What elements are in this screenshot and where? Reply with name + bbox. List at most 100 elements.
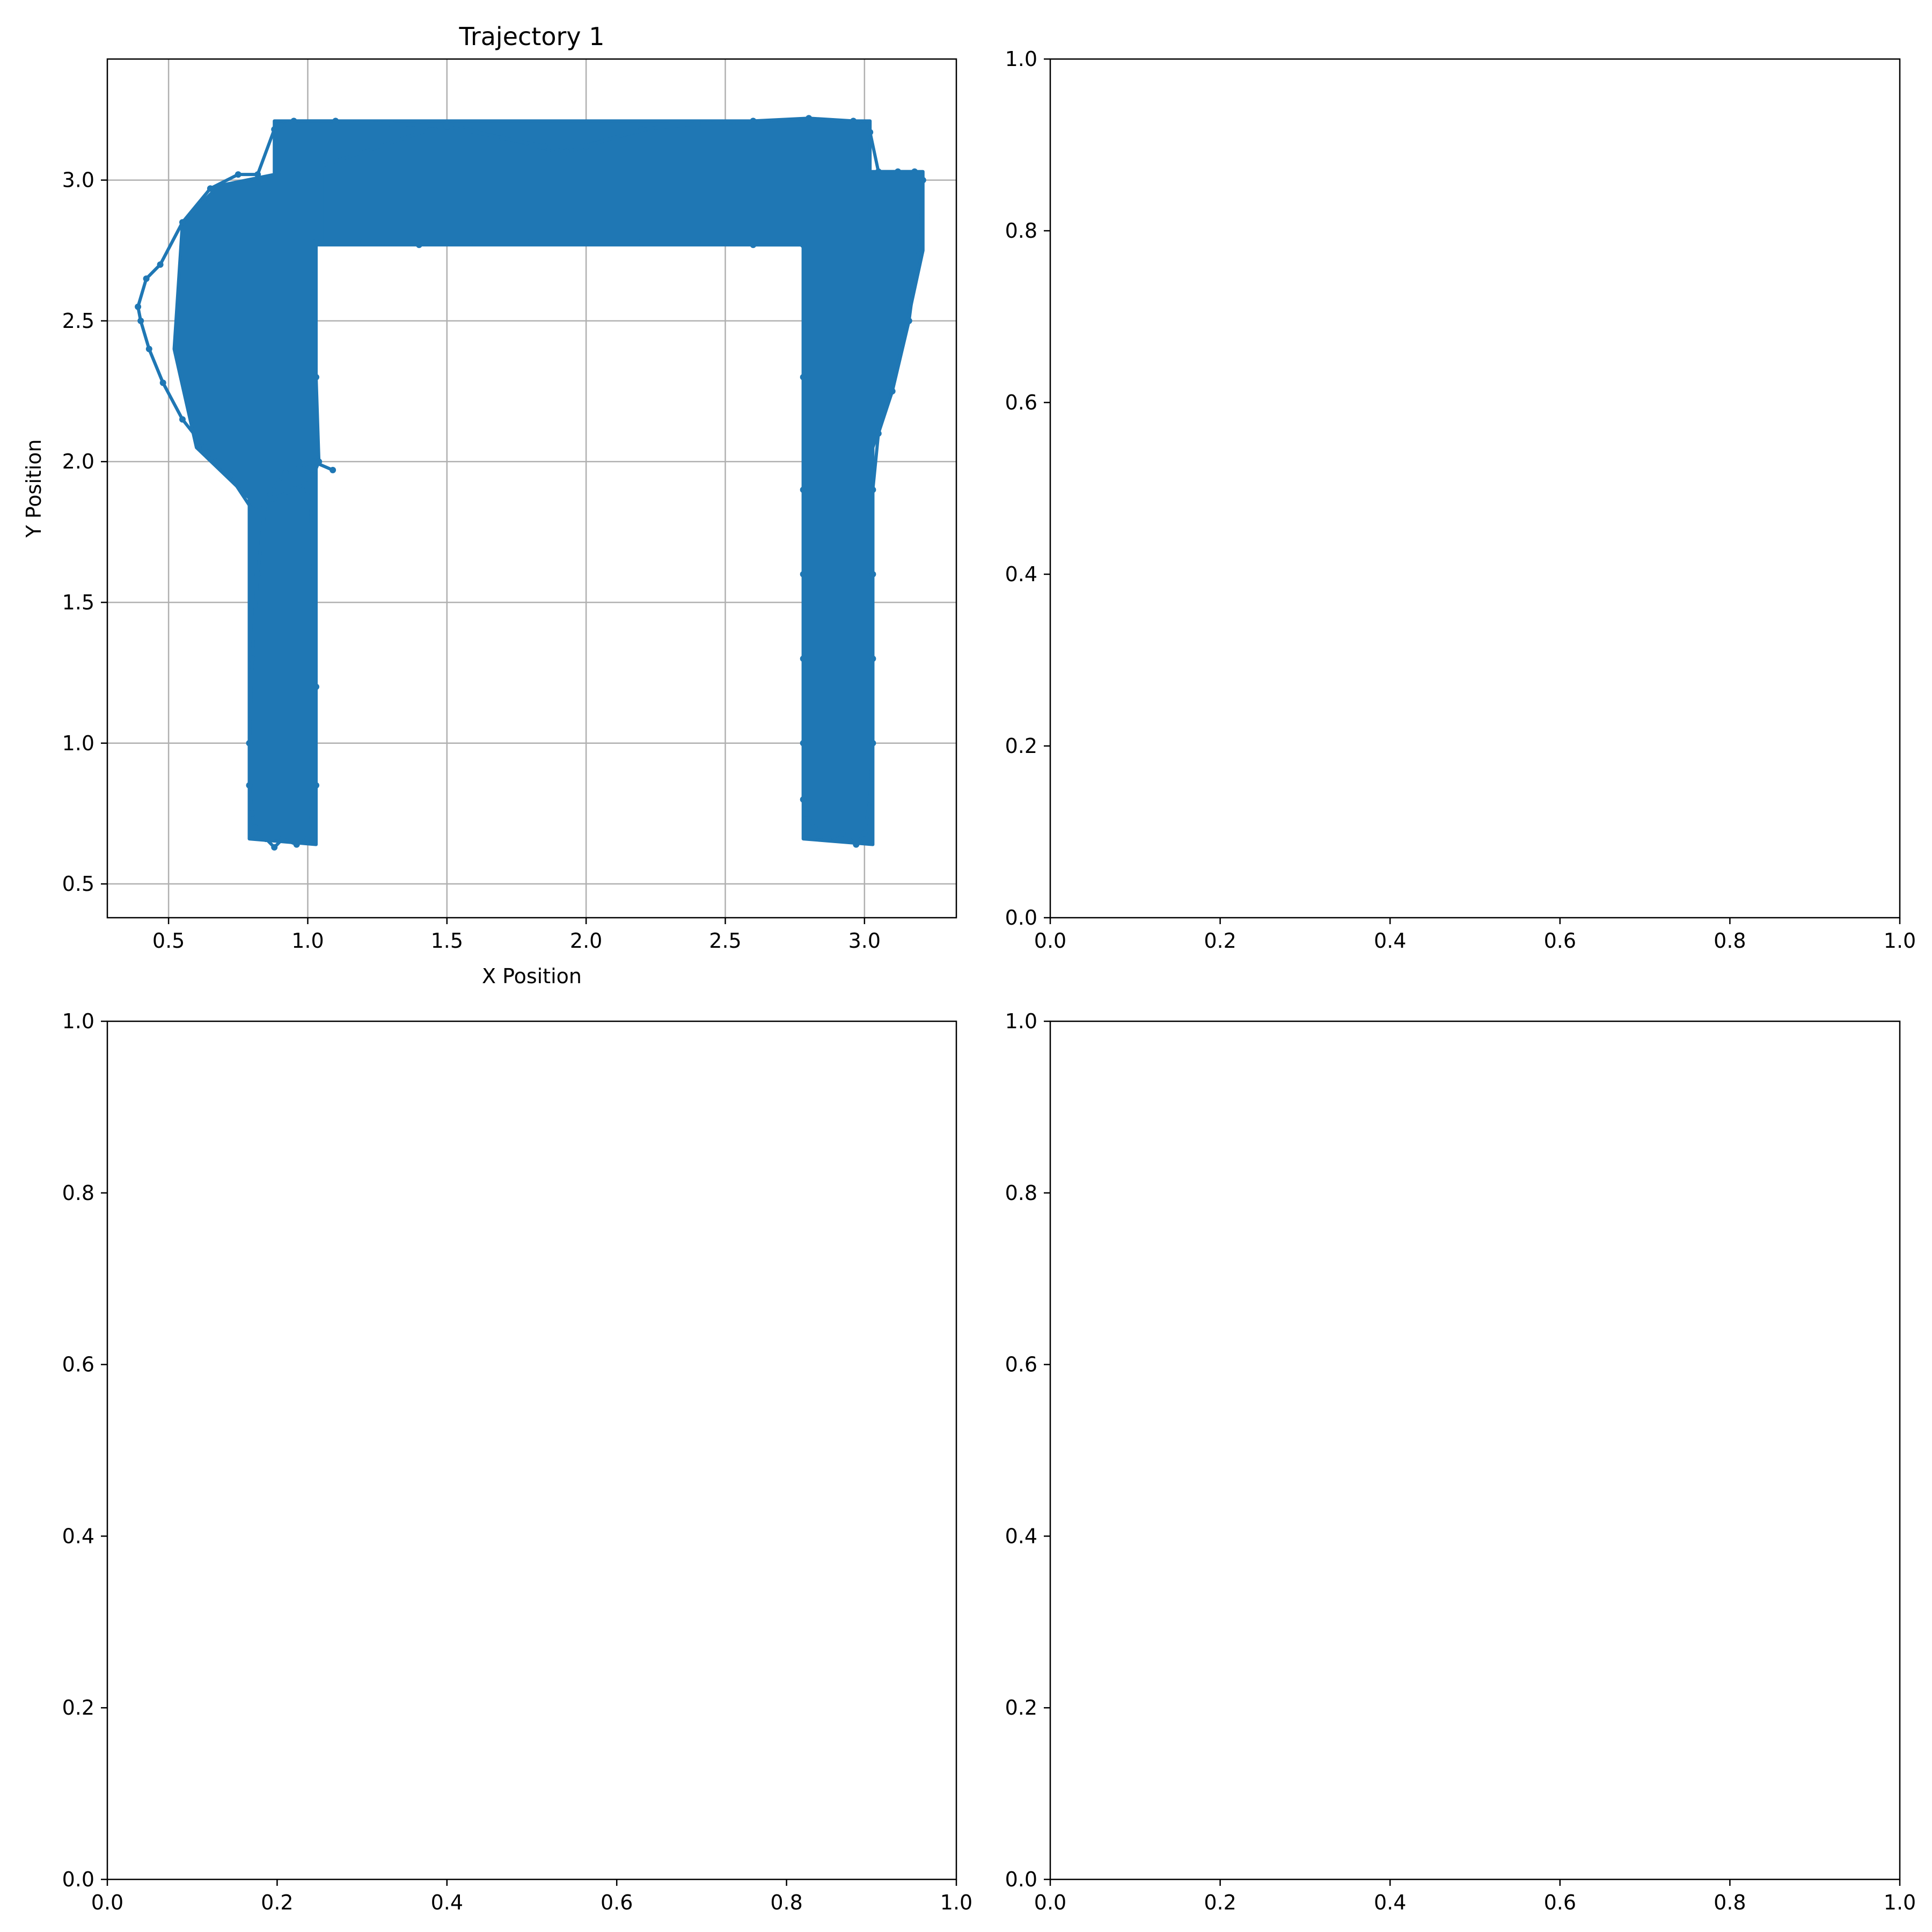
trajectory-point bbox=[527, 239, 534, 245]
x-axis-ticks: 0.0 0.2 0.4 0.6 0.8 1.0 bbox=[1034, 1879, 1916, 1914]
trajectory-point bbox=[310, 458, 317, 465]
trajectory-point bbox=[290, 118, 297, 125]
y-tick-label: 1.0 bbox=[1005, 1009, 1037, 1033]
x-axis-label: X Position bbox=[482, 964, 582, 988]
x-tick-label: 1.0 bbox=[1884, 1891, 1916, 1914]
y-axis-ticks: 0.0 0.2 0.4 0.6 0.8 1.0 bbox=[1005, 47, 1050, 930]
subplot-empty-bottom-left: 0.0 0.2 0.4 0.6 0.8 1.0 0.0 0.2 0.4 0.6 0.8 1.0 bbox=[62, 1009, 973, 1914]
x-tick-label: 0.0 bbox=[1034, 929, 1066, 953]
y-tick-label: 0.0 bbox=[1005, 906, 1037, 930]
trajectory-point bbox=[235, 171, 241, 178]
trajectory-point bbox=[869, 486, 876, 493]
series-trajectory bbox=[135, 115, 926, 851]
trajectory-point bbox=[332, 118, 339, 125]
trajectory-point bbox=[135, 303, 142, 310]
trajectory-point bbox=[800, 796, 807, 803]
trajectory-point bbox=[290, 486, 297, 493]
axes-frame bbox=[106, 1020, 957, 1880]
trajectory-point bbox=[254, 571, 261, 577]
x-tick-label: 0.8 bbox=[1714, 929, 1746, 953]
y-tick-label: 0.2 bbox=[1005, 734, 1037, 758]
y-tick-label: 0.5 bbox=[62, 872, 94, 896]
x-tick-label: 2.0 bbox=[570, 929, 602, 953]
y-tick-label: 0.6 bbox=[1005, 391, 1037, 414]
trajectory-point bbox=[388, 120, 395, 127]
y-tick-label: 0.8 bbox=[62, 1181, 94, 1205]
x-axis-ticks: 0.0 0.2 0.4 0.6 0.8 1.0 bbox=[91, 1879, 972, 1914]
trajectory-point bbox=[145, 346, 152, 353]
trajectory-point bbox=[875, 168, 882, 175]
trajectory-point bbox=[800, 486, 807, 493]
y-tick-label: 1.5 bbox=[62, 590, 94, 614]
x-tick-label: 0.4 bbox=[431, 1891, 463, 1914]
trajectory-point bbox=[179, 416, 186, 423]
x-tick-label: 0.2 bbox=[261, 1891, 293, 1914]
trajectory-point bbox=[800, 571, 807, 577]
trajectory-point bbox=[246, 782, 253, 789]
trajectory-point bbox=[875, 430, 882, 437]
y-tick-label: 3.0 bbox=[62, 169, 94, 192]
trajectory-point bbox=[895, 168, 902, 175]
y-tick-label: 0.8 bbox=[1005, 219, 1037, 243]
trajectory-point bbox=[583, 143, 590, 150]
trajectory-point bbox=[279, 836, 286, 843]
x-tick-label: 2.5 bbox=[709, 929, 741, 953]
trajectory-point bbox=[201, 444, 208, 451]
y-tick-label: 0.8 bbox=[1005, 1181, 1037, 1205]
trajectory-point bbox=[313, 782, 319, 789]
y-tick-label: 1.0 bbox=[62, 1009, 94, 1033]
x-tick-label: 0.2 bbox=[1204, 1891, 1236, 1914]
trajectory-point bbox=[541, 143, 548, 150]
trajectory-point bbox=[310, 289, 317, 296]
trajectory-point bbox=[271, 844, 278, 851]
trajectory-point bbox=[159, 379, 166, 386]
x-tick-label: 0.2 bbox=[1204, 929, 1236, 953]
trajectory-point bbox=[360, 239, 367, 245]
y-tick-label: 2.5 bbox=[62, 309, 94, 333]
trajectory-point bbox=[750, 241, 757, 248]
y-axis-label: Y Position bbox=[22, 439, 46, 538]
trajectory-point bbox=[869, 740, 876, 747]
chart-title: Trajectory 1 bbox=[458, 22, 604, 51]
trajectory-point bbox=[226, 472, 233, 479]
trajectory-point bbox=[800, 374, 807, 380]
axes-frame bbox=[106, 58, 957, 919]
trajectory-point bbox=[694, 120, 701, 127]
trajectory-point bbox=[248, 506, 255, 513]
y-tick-label: 0.0 bbox=[62, 1868, 94, 1891]
trajectory-point bbox=[471, 239, 478, 245]
trajectory-point bbox=[800, 655, 807, 662]
trajectory-point bbox=[304, 836, 311, 843]
x-tick-label: 3.0 bbox=[848, 929, 881, 953]
trajectory-point bbox=[825, 836, 832, 843]
trajectory-band bbox=[320, 119, 852, 244]
trajectory-point bbox=[310, 472, 317, 479]
trajectory-point bbox=[811, 824, 818, 831]
subplot-empty-bottom-right: 0.0 0.2 0.4 0.6 0.8 1.0 0.0 0.2 0.4 0.6 0.8 1.0 bbox=[1005, 1009, 1916, 1914]
trajectory-point bbox=[313, 374, 319, 380]
trajectory-point bbox=[869, 655, 876, 662]
subplot-empty-top-right: 0.0 0.2 0.4 0.6 0.8 1.0 0.0 0.2 0.4 0.6 0.8 1.0 bbox=[1005, 47, 1916, 953]
y-tick-label: 2.0 bbox=[62, 450, 94, 473]
y-axis-ticks: 0.0 0.2 0.4 0.6 0.8 1.0 bbox=[1005, 1009, 1050, 1891]
trajectory-point bbox=[911, 168, 918, 175]
trajectory-point bbox=[638, 239, 645, 245]
x-tick-label: 0.6 bbox=[1544, 929, 1576, 953]
trajectory-point bbox=[157, 261, 164, 268]
y-tick-label: 0.2 bbox=[1005, 1696, 1037, 1719]
trajectory-point bbox=[251, 824, 258, 831]
x-tick-label: 1.0 bbox=[1884, 929, 1916, 953]
trajectory-point bbox=[282, 470, 289, 477]
y-tick-label: 0.6 bbox=[1005, 1353, 1037, 1377]
y-tick-label: 0.6 bbox=[62, 1353, 94, 1377]
trajectory-point bbox=[254, 171, 261, 178]
trajectory-point bbox=[246, 740, 253, 747]
trajectory-point bbox=[179, 219, 186, 226]
y-tick-label: 0.4 bbox=[1005, 1524, 1037, 1548]
axes-frame bbox=[1049, 58, 1901, 919]
x-tick-label: 0.8 bbox=[1714, 1891, 1746, 1914]
trajectory-point bbox=[248, 810, 255, 817]
x-axis-ticks: 0.5 1.0 1.5 2.0 2.5 3.0 bbox=[152, 918, 881, 953]
x-axis-ticks: 0.0 0.2 0.4 0.6 0.8 1.0 bbox=[1034, 918, 1916, 953]
